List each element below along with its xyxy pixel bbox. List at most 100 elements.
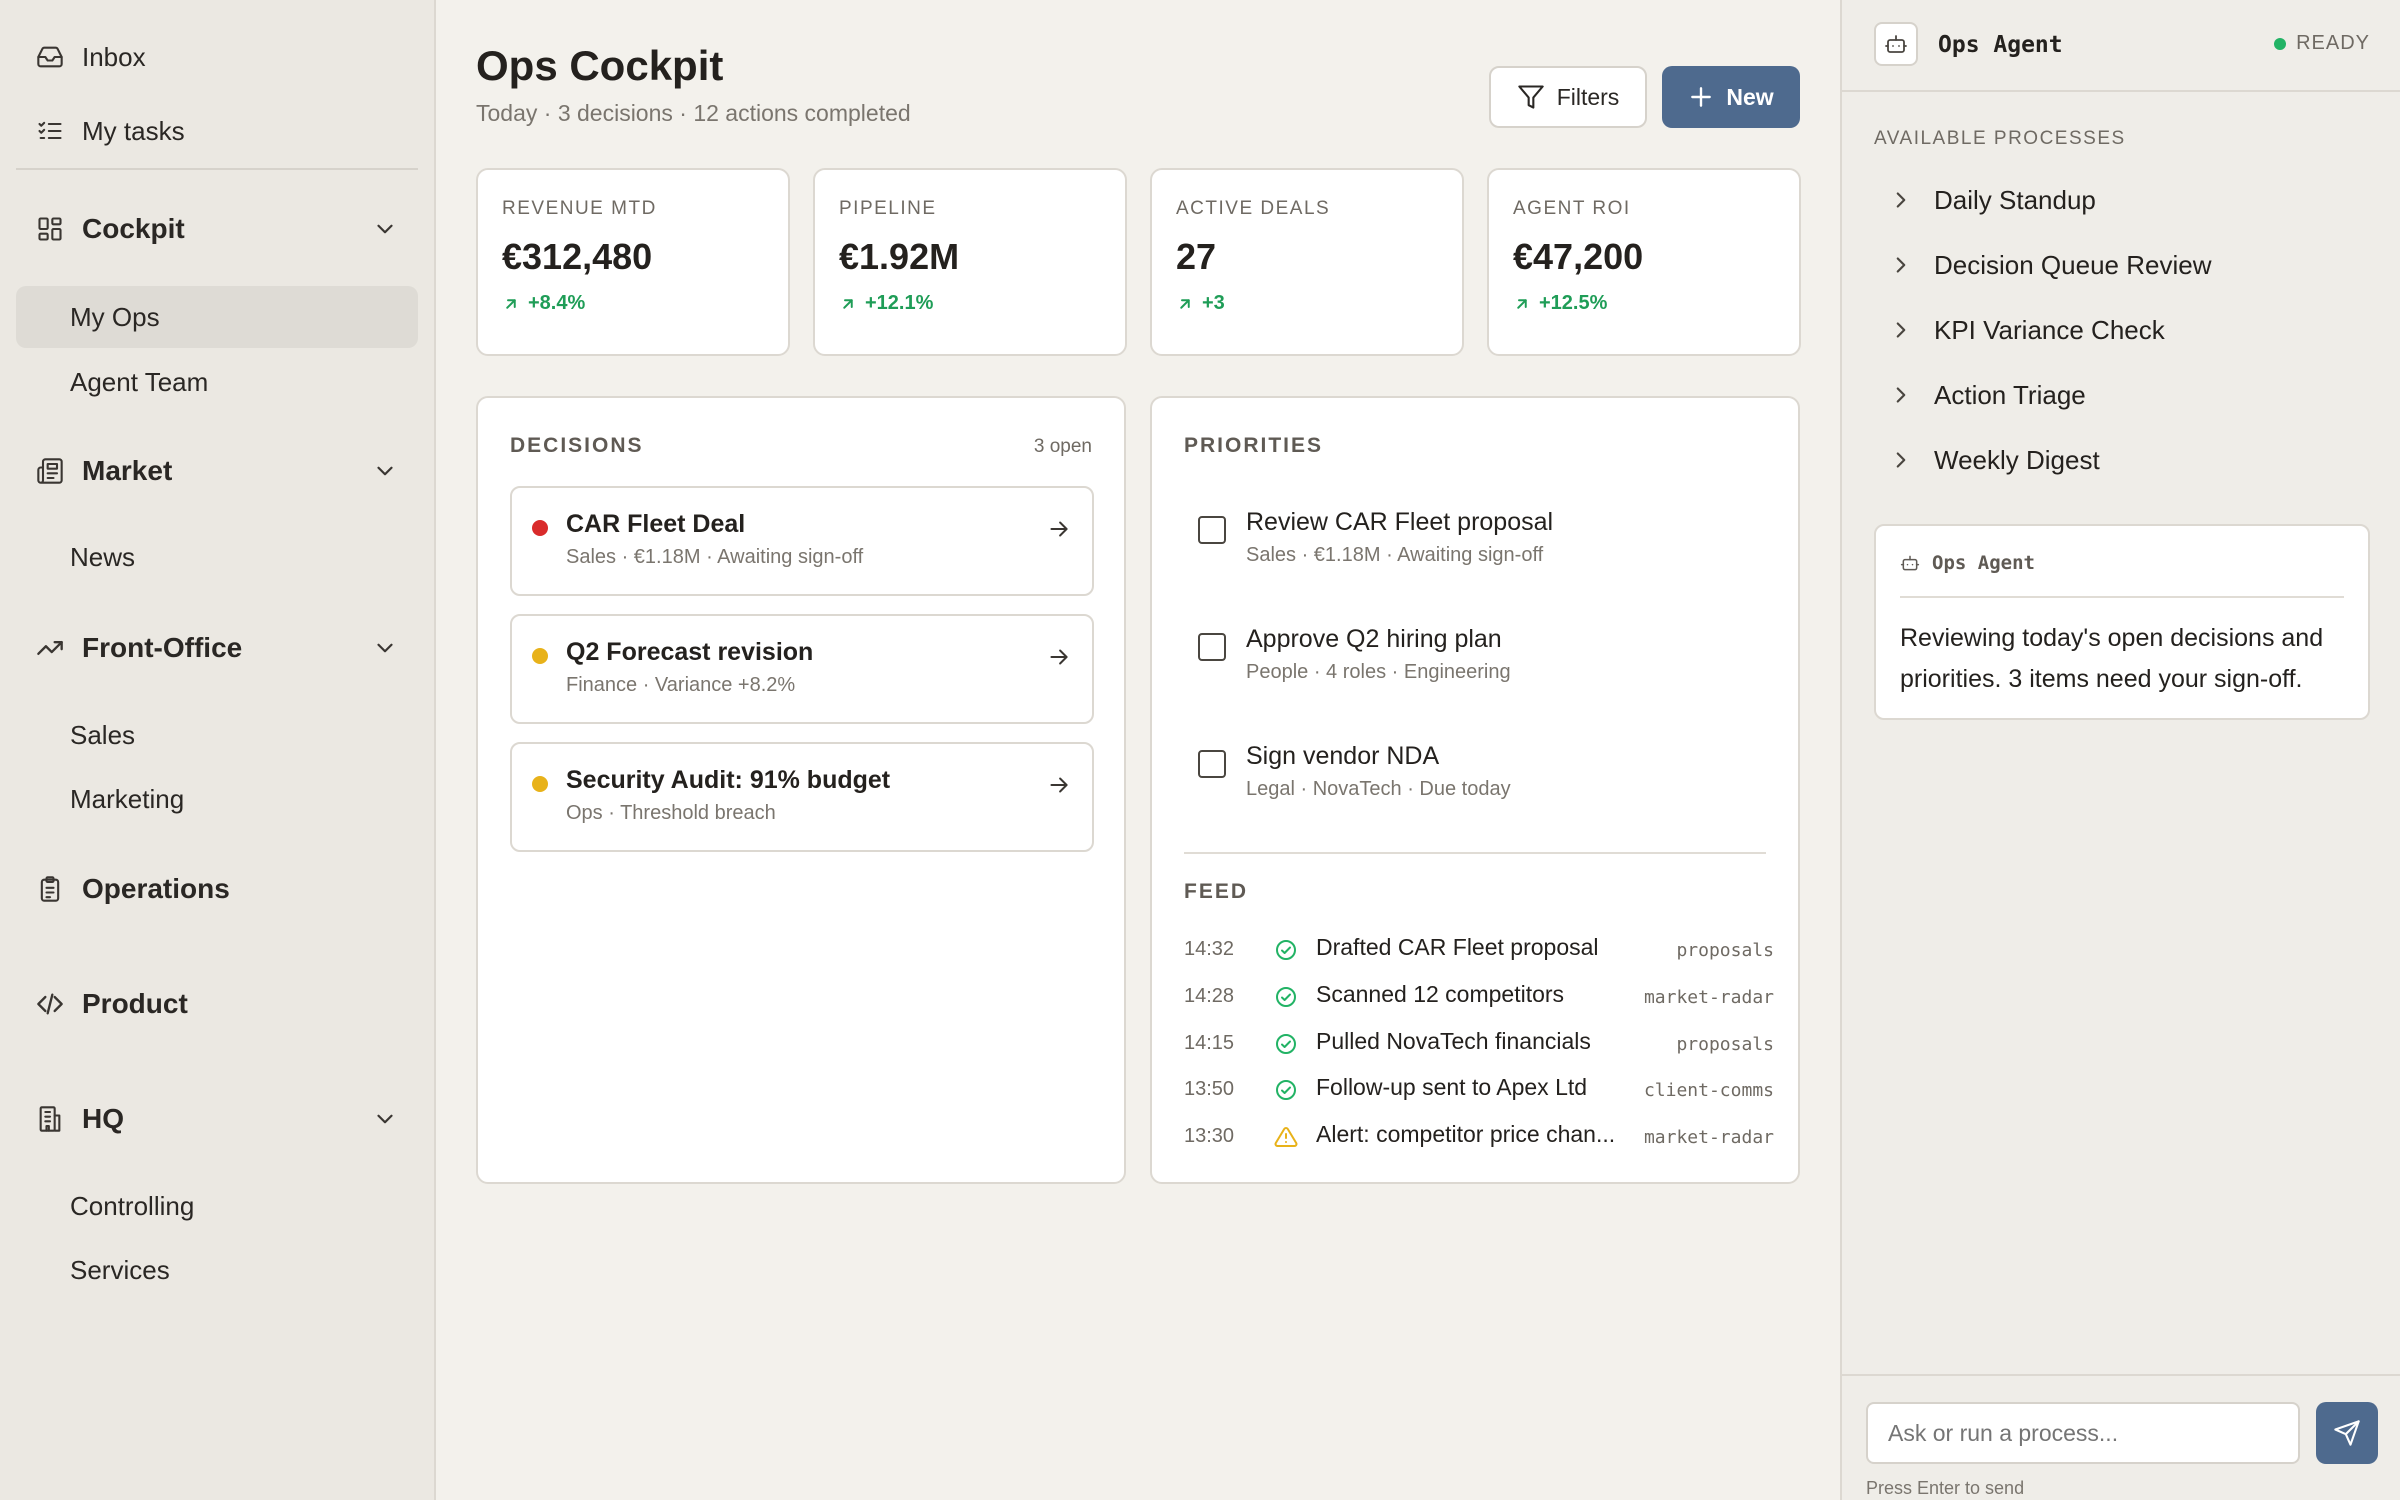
decision-card[interactable]: Security Audit: 91% budget Ops · Thresho… — [510, 742, 1094, 852]
sidebar-section-operations[interactable]: Operations — [16, 858, 418, 920]
process-item[interactable]: Decision Queue Review — [1874, 237, 2370, 293]
arrow-up-right-icon — [1180, 298, 1190, 309]
agent-name: Ops Agent — [1938, 32, 2063, 58]
divider — [1900, 596, 2344, 598]
decision-meta: Finance · Variance +8.2% — [566, 674, 796, 696]
feed-item: 14:32 Drafted CAR Fleet proposal proposa… — [1184, 930, 1774, 970]
feed-text: Alert: competitor price chan... — [1316, 1121, 1616, 1147]
sidebar-section-label: Product — [82, 988, 188, 1019]
page-subtitle: Today · 3 decisions · 12 actions complet… — [476, 100, 911, 126]
kpi-card-pipeline: PIPELINE €1.92M +12.1% — [813, 168, 1127, 356]
arrow-right-icon — [1046, 516, 1072, 542]
feed-item: 14:15 Pulled NovaTech financials proposa… — [1184, 1024, 1774, 1064]
feed-text: Scanned 12 competitors — [1316, 981, 1565, 1007]
kpi-label: ACTIVE DEALS — [1176, 198, 1331, 219]
kpi-delta-value: +8.4% — [528, 292, 586, 314]
priority-title: Sign vendor NDA — [1246, 742, 1440, 770]
sidebar-item-label: My tasks — [82, 115, 185, 146]
filters-button-label: Filters — [1556, 83, 1620, 110]
sidebar-item-my-ops[interactable]: My Ops — [16, 286, 418, 348]
sidebar-item-services[interactable]: Services — [70, 1254, 170, 1285]
send-button[interactable] — [2316, 1402, 2378, 1464]
dashboard-icon — [34, 213, 66, 245]
trending-up-icon — [34, 632, 66, 664]
priority-item: Review CAR Fleet proposal Sales · €1.18M… — [1184, 498, 1764, 578]
priority-item: Approve Q2 hiring plan People · 4 roles … — [1184, 615, 1764, 695]
kpi-delta-value: +12.5% — [1539, 292, 1608, 314]
priority-checkbox[interactable] — [1198, 516, 1226, 544]
chevron-right-icon — [1888, 252, 1914, 278]
process-label: Weekly Digest — [1934, 444, 2100, 475]
decision-card[interactable]: Q2 Forecast revision Finance · Variance … — [510, 614, 1094, 724]
composer-hint: Press Enter to send — [1866, 1478, 2025, 1498]
sidebar-section-market[interactable]: Market — [16, 440, 418, 502]
priority-checkbox[interactable] — [1198, 633, 1226, 661]
chevron-down-icon[interactable] — [372, 1106, 398, 1132]
sidebar-section-hq[interactable]: HQ — [16, 1088, 418, 1150]
sidebar-item-news[interactable]: News — [70, 541, 136, 572]
sidebar-item-my-tasks[interactable]: My tasks — [16, 100, 418, 162]
sidebar-section-label: Front-Office — [82, 632, 243, 663]
chevron-right-icon — [1888, 447, 1914, 473]
filters-button[interactable]: Filters — [1489, 66, 1647, 128]
feed-text: Follow-up sent to Apex Ltd — [1316, 1074, 1588, 1100]
priority-title: Approve Q2 hiring plan — [1246, 625, 1502, 653]
chevron-down-icon[interactable] — [372, 458, 398, 484]
priorities-heading: PRIORITIES — [1184, 434, 1324, 457]
sidebar-item-controlling[interactable]: Controlling — [70, 1190, 195, 1221]
code-icon — [34, 988, 66, 1020]
arrow-up-right-icon — [1517, 298, 1527, 309]
decision-title: CAR Fleet Deal — [566, 510, 746, 538]
sidebar-section-cockpit[interactable]: Cockpit — [16, 198, 418, 260]
sidebar-item-agent-team[interactable]: Agent Team — [70, 366, 209, 397]
kpi-value: €1.92M — [839, 236, 960, 277]
robot-icon — [1900, 555, 1920, 571]
priority-meta: People · 4 roles · Engineering — [1246, 661, 1511, 683]
plus-icon — [1691, 87, 1712, 107]
priority-checkbox[interactable] — [1198, 750, 1226, 778]
process-label: Action Triage — [1934, 379, 2086, 410]
agent-header: Ops Agent READY — [1842, 0, 2400, 92]
feed-tag: market-radar — [1643, 987, 1774, 1008]
decision-title: Security Audit: 91% budget — [566, 766, 891, 794]
process-item[interactable]: Weekly Digest — [1874, 432, 2370, 488]
kpi-label: PIPELINE — [839, 198, 937, 219]
process-item[interactable]: Action Triage — [1874, 367, 2370, 423]
agent-status-label: READY — [2296, 32, 2370, 54]
sidebar-divider — [16, 168, 418, 170]
sidebar-section-label: Operations — [82, 873, 230, 904]
status-dot — [532, 776, 548, 792]
agent-input[interactable] — [1866, 1402, 2300, 1464]
new-button[interactable]: New — [1662, 66, 1800, 128]
feed-heading: FEED — [1184, 880, 1249, 903]
sidebar-section-product[interactable]: Product — [16, 973, 418, 1035]
chevron-down-icon[interactable] — [372, 635, 398, 661]
sidebar-item-sales[interactable]: Sales — [70, 719, 136, 750]
arrow-right-icon — [1046, 772, 1072, 798]
decision-title: Q2 Forecast revision — [566, 638, 814, 666]
sidebar-item-label: Inbox — [82, 41, 146, 72]
warning-icon — [1274, 1125, 1298, 1149]
sidebar-item-inbox[interactable]: Inbox — [16, 26, 418, 88]
check-circle-icon — [1274, 985, 1298, 1009]
agent-message-text: Reviewing today's open decisions and pri… — [1900, 624, 2324, 693]
priority-title: Review CAR Fleet proposal — [1246, 508, 1554, 536]
chevron-down-icon[interactable] — [372, 216, 398, 242]
feed-text: Drafted CAR Fleet proposal — [1316, 934, 1599, 960]
feed-tag: market-radar — [1643, 1127, 1774, 1148]
process-label: Decision Queue Review — [1934, 249, 2212, 280]
robot-icon — [1874, 22, 1918, 66]
process-item[interactable]: Daily Standup — [1874, 172, 2370, 228]
feed-tag: proposals — [1676, 1034, 1774, 1055]
filter-icon — [1517, 85, 1544, 109]
check-circle-icon — [1274, 1078, 1298, 1102]
feed-time: 14:15 — [1184, 1032, 1235, 1054]
sidebar-section-front-office[interactable]: Front-Office — [16, 617, 418, 679]
inbox-icon — [34, 41, 66, 73]
kpi-label: AGENT ROI — [1513, 198, 1631, 219]
process-item[interactable]: KPI Variance Check — [1874, 302, 2370, 358]
chevron-right-icon — [1888, 317, 1914, 343]
decision-card[interactable]: CAR Fleet Deal Sales · €1.18M · Awaiting… — [510, 486, 1094, 596]
feed-text: Pulled NovaTech financials — [1316, 1028, 1591, 1054]
sidebar-item-marketing[interactable]: Marketing — [70, 783, 185, 814]
